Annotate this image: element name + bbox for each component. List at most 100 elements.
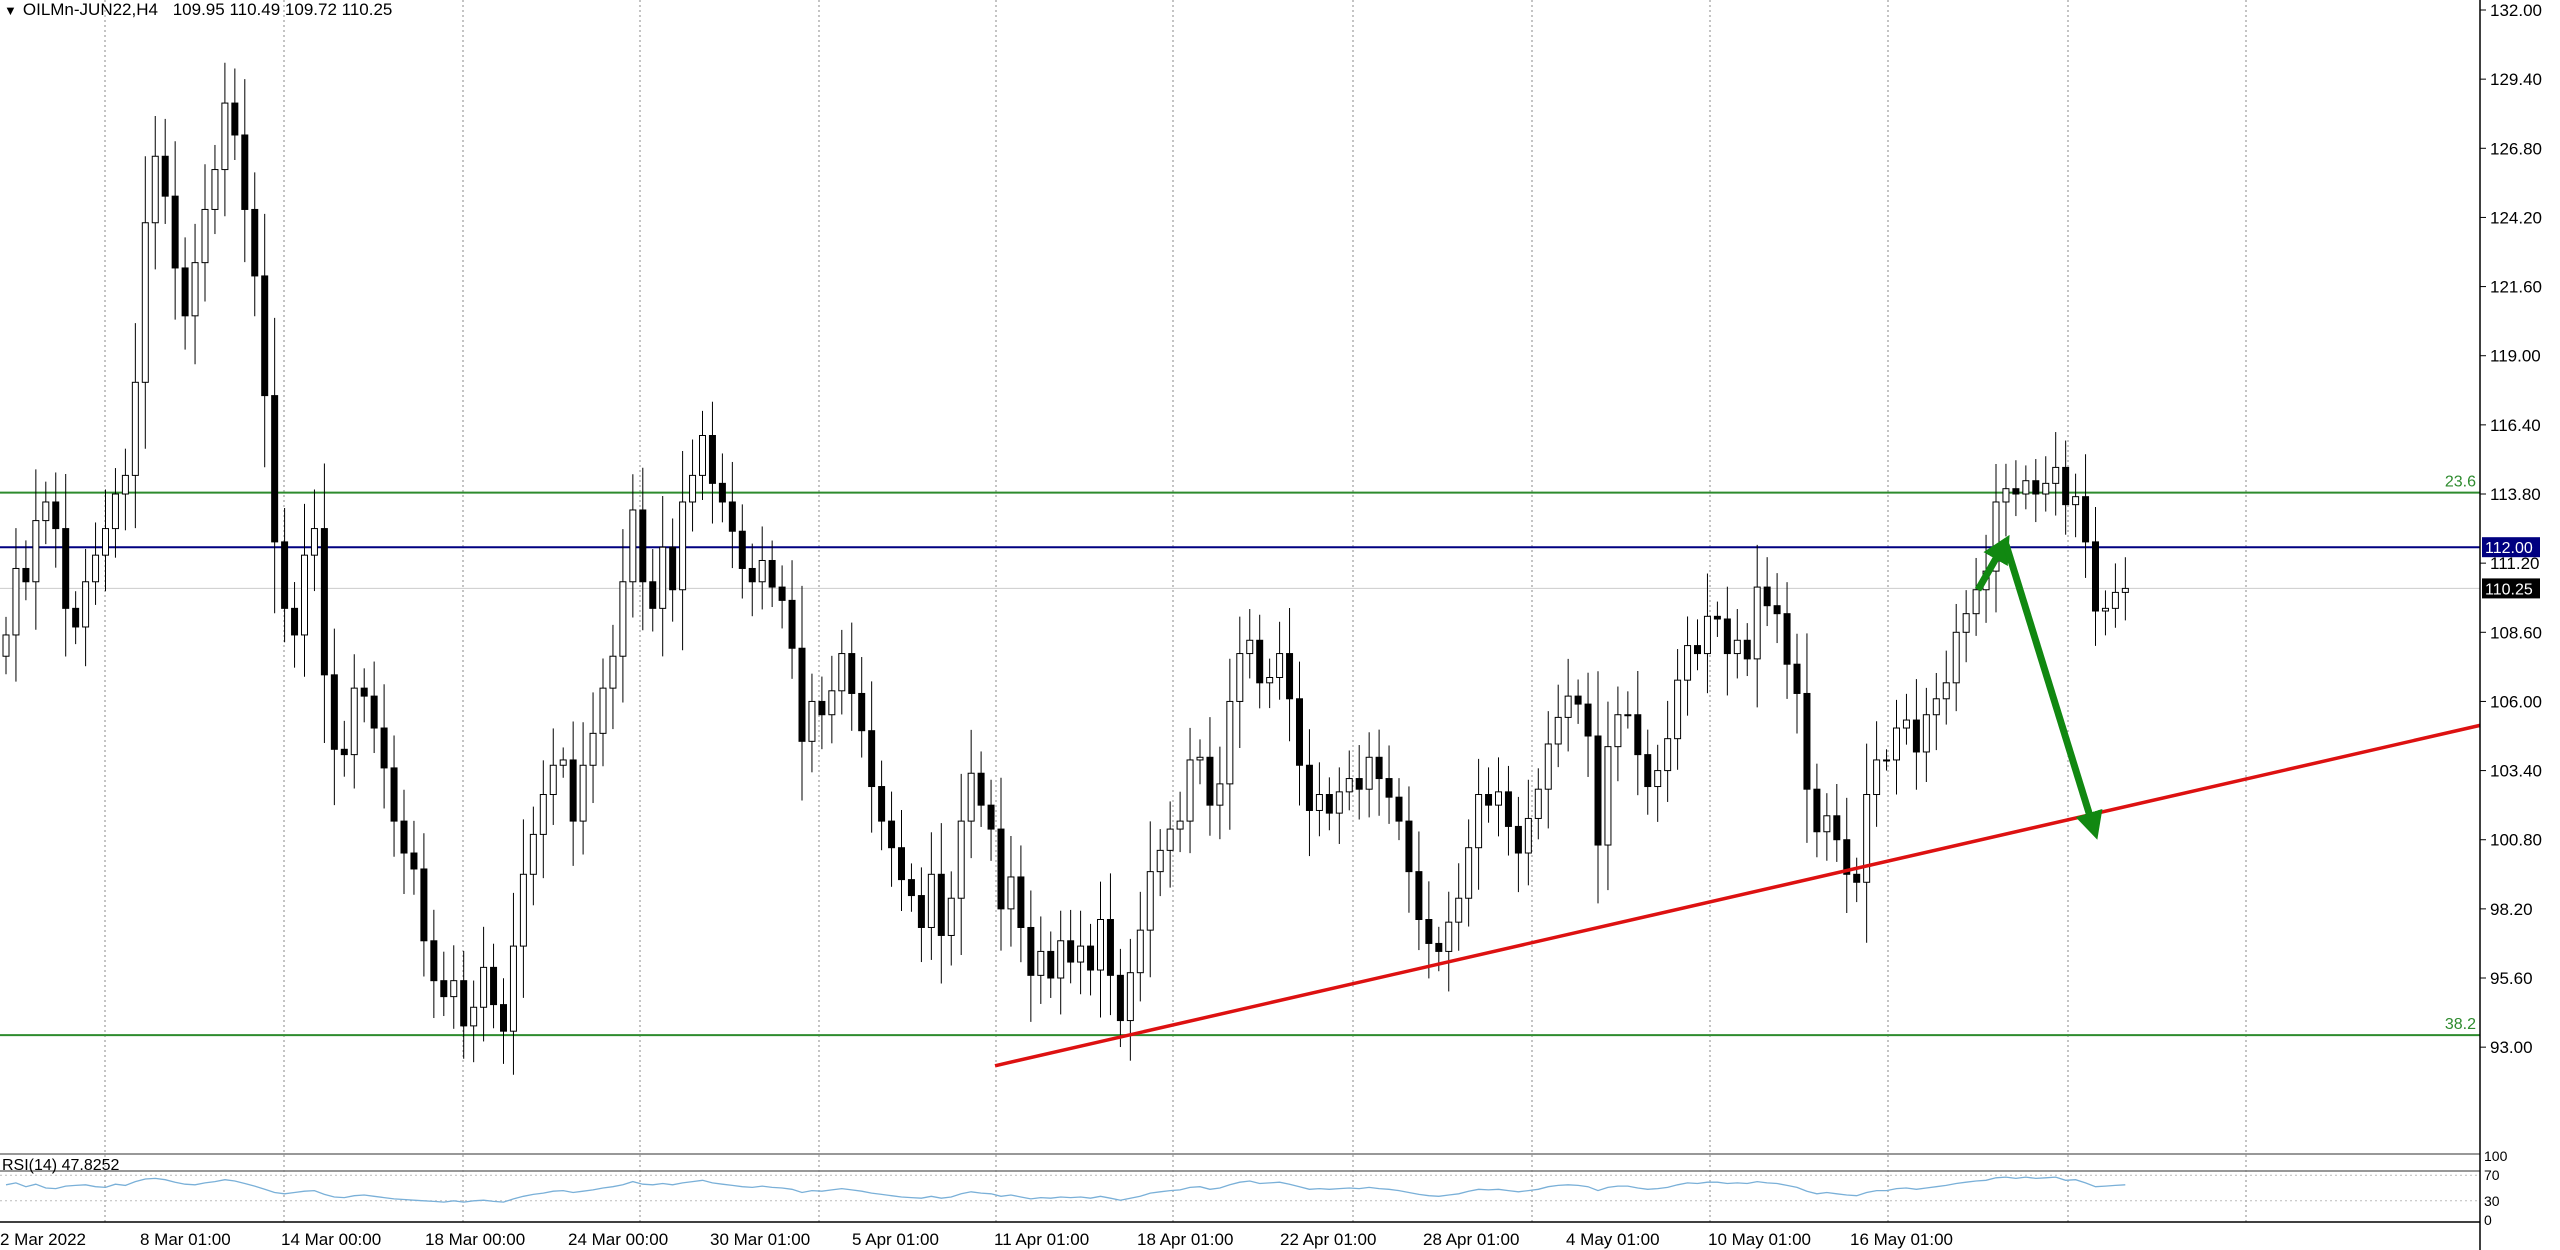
candle-down	[1912, 719, 1920, 753]
candle-up	[1216, 783, 1224, 806]
candle-down	[1584, 703, 1592, 737]
candle-up	[32, 520, 40, 583]
candle-up	[2111, 591, 2119, 609]
candle-up	[1664, 738, 1672, 772]
candle-down	[62, 528, 70, 609]
candle-up	[1495, 791, 1502, 806]
trend-line[interactable]	[994, 723, 2481, 1068]
candle-down	[1793, 663, 1801, 694]
candle-up	[1823, 815, 1831, 833]
candle-down	[1067, 940, 1075, 963]
candle-down	[430, 940, 438, 982]
candle-down	[1375, 756, 1383, 780]
candle-up	[808, 700, 816, 742]
candle-up	[480, 966, 488, 1008]
time-tick-label: 24 Mar 00:00	[568, 1230, 668, 1249]
candle-down	[768, 559, 776, 588]
candle-down	[718, 482, 726, 503]
current-price-tag	[2482, 578, 2540, 599]
candle-up	[539, 794, 547, 835]
time-tick-label: 14 Mar 00:00	[281, 1230, 381, 1249]
candle-up	[1932, 698, 1940, 716]
level-price-tag	[2482, 537, 2540, 558]
candle-up	[470, 1006, 478, 1027]
candle-up	[619, 581, 627, 657]
open-value: 109.95	[172, 0, 225, 19]
price-tick-label: 129.40	[2490, 70, 2542, 89]
candle-up	[559, 759, 567, 766]
price-tick-label: 93.00	[2490, 1038, 2533, 1057]
candle-up	[92, 554, 100, 583]
candle-up	[1475, 794, 1483, 849]
candle-down	[1485, 794, 1493, 806]
candle-down	[858, 692, 866, 732]
candle-up	[1534, 788, 1542, 819]
rsi-level-label: 100	[2484, 1148, 2508, 1164]
price-tick-label: 124.20	[2490, 208, 2542, 227]
candle-down	[440, 980, 448, 998]
candle-down	[2062, 466, 2070, 506]
candle-down	[320, 528, 328, 676]
candle-down	[1385, 778, 1393, 798]
arrow-down[interactable]	[2002, 543, 2103, 840]
time-tick-label: 18 Apr 01:00	[1137, 1230, 1233, 1249]
triangle-down-icon[interactable]: ▼	[4, 3, 17, 18]
candle-up	[609, 655, 617, 689]
candle-up	[211, 169, 219, 210]
rsi-level-label: 0	[2484, 1212, 2492, 1228]
candle-down	[1305, 764, 1313, 811]
trend-line-segment[interactable]	[994, 723, 2481, 1068]
candle-down	[1435, 942, 1443, 952]
candle-up	[1365, 756, 1373, 790]
price-tick-label: 106.00	[2490, 692, 2542, 711]
forecast-arrows[interactable]	[1974, 534, 2103, 840]
candle-up	[1057, 940, 1065, 979]
candle-down	[2032, 480, 2040, 495]
candle-down	[1395, 796, 1403, 822]
candle-down	[708, 434, 716, 484]
candle-up	[1196, 756, 1204, 761]
candle-up	[689, 474, 697, 503]
candle-down	[977, 772, 985, 806]
candle-down	[1783, 613, 1791, 665]
arrow-up[interactable]	[1974, 534, 2010, 592]
candle-down	[1574, 695, 1582, 705]
high-value: 110.49	[229, 0, 281, 19]
candle-up	[1564, 695, 1572, 718]
candlesticks	[2, 62, 2129, 1075]
price-tick-label: 95.60	[2490, 969, 2533, 988]
candle-up	[1614, 714, 1622, 748]
candle-down	[569, 759, 577, 822]
candle-up	[1186, 759, 1194, 822]
price-tags: 112.00 110.25	[2482, 537, 2540, 599]
candle-down	[420, 868, 428, 942]
rsi-subwindow: RSI(14) 47.8252	[0, 1153, 2480, 1203]
time-tick-label: 30 Mar 01:00	[710, 1230, 810, 1249]
candle-down	[231, 102, 239, 136]
candle-down	[1594, 735, 1602, 846]
candle-down	[460, 980, 468, 1027]
candle-up	[151, 155, 159, 224]
candle-up	[1883, 759, 1891, 762]
candle-up	[1465, 847, 1473, 899]
candle-up	[967, 772, 975, 822]
symbol-label: OILMn-JUN22,H4	[22, 0, 158, 19]
time-tick-label: 16 May 01:00	[1850, 1230, 1953, 1249]
candle-down	[1047, 950, 1055, 979]
candle-down	[1504, 791, 1512, 827]
candle-up	[1276, 653, 1284, 679]
candle-up	[1077, 945, 1085, 963]
candle-up	[1315, 794, 1323, 811]
candle-down	[1425, 919, 1433, 944]
candle-down	[171, 195, 179, 269]
candle-down	[997, 828, 1005, 910]
candle-down	[1405, 820, 1413, 873]
price-tick-label: 108.60	[2490, 623, 2542, 642]
candle-down	[649, 581, 657, 609]
candle-up	[1604, 746, 1612, 846]
rsi-line	[5, 1176, 2126, 1203]
rsi-level-label: 70	[2484, 1167, 2500, 1183]
price-tick-label: 111.20	[2490, 554, 2539, 573]
